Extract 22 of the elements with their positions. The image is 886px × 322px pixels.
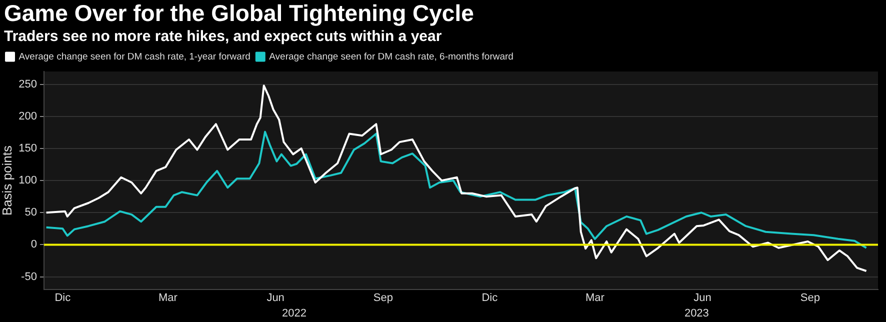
chart-subtitle: Traders see no more rate hikes, and expect cuts within a year xyxy=(3,27,443,46)
y-tick-label: 250 xyxy=(18,78,37,90)
y-tick-label: 50 xyxy=(24,206,37,219)
x-tick-label: Mar xyxy=(158,292,178,304)
x2-tick-label: 2022 xyxy=(282,307,307,320)
y-tick-label: 150 xyxy=(18,142,37,155)
x-tick-label: Sep xyxy=(800,292,820,304)
y-tick-label: -50 xyxy=(21,270,37,283)
legend-label: Average change seen for DM cash rate, 1-year forward xyxy=(18,51,250,62)
x-tick-label: Dic xyxy=(54,292,72,304)
y-tick-label: 0 xyxy=(30,238,37,251)
legend-label: Average change seen for DM cash rate, 6-months forward xyxy=(269,51,514,62)
y-tick-label: 200 xyxy=(18,110,37,122)
x-tick-label: Jun xyxy=(266,292,284,304)
chart-title: Game Over for the Global Tightening Cycle xyxy=(3,0,475,27)
y-tick-label: 100 xyxy=(18,174,37,187)
x-tick-label: Dic xyxy=(482,292,498,304)
y-axis-title: Basis points xyxy=(0,145,14,216)
x2-tick-label: 2023 xyxy=(684,307,709,320)
x-tick-label: Mar xyxy=(585,292,605,304)
x-tick-label: Jun xyxy=(694,292,712,304)
x-tick-label: Sep xyxy=(373,292,393,304)
